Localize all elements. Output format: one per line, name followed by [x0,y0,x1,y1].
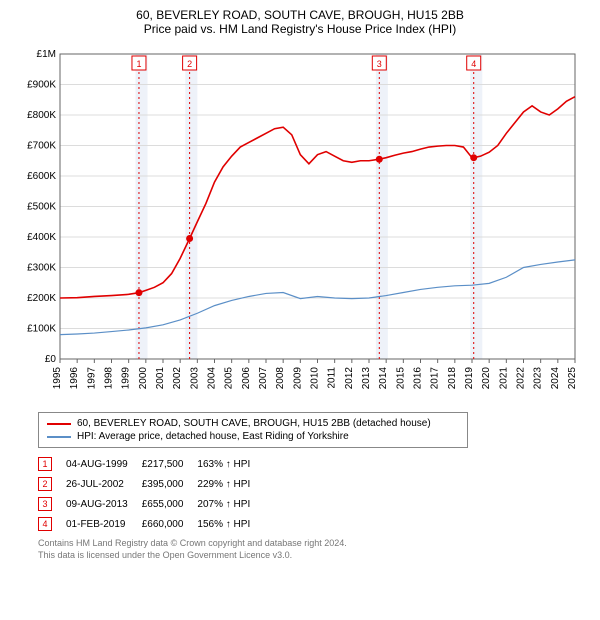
copyright-line: This data is licensed under the Open Gov… [38,550,582,562]
sale-date: 09-AUG-2013 [66,494,142,514]
svg-text:1996: 1996 [69,367,80,390]
svg-text:2025: 2025 [567,367,578,390]
svg-text:2020: 2020 [481,367,492,390]
sale-pct: 163% ↑ HPI [197,454,264,474]
sale-price: £655,000 [142,494,198,514]
table-row: 4 01-FEB-2019£660,000156% ↑ HPI [38,514,264,534]
svg-text:2009: 2009 [292,367,303,390]
chart-title-subtitle: Price paid vs. HM Land Registry's House … [8,22,592,36]
svg-text:2003: 2003 [189,367,200,390]
svg-text:2016: 2016 [413,367,424,390]
chart-title-address: 60, BEVERLEY ROAD, SOUTH CAVE, BROUGH, H… [8,8,592,22]
svg-text:1999: 1999 [121,367,132,390]
sale-price: £660,000 [142,514,198,534]
svg-text:2005: 2005 [224,367,235,390]
legend-swatch-price-paid [47,423,71,425]
sale-date: 01-FEB-2019 [66,514,142,534]
legend-item-price-paid: 60, BEVERLEY ROAD, SOUTH CAVE, BROUGH, H… [47,417,459,430]
svg-text:£600K: £600K [27,171,56,182]
legend-label: HPI: Average price, detached house, East… [77,431,349,442]
svg-text:2000: 2000 [138,367,149,390]
svg-text:2012: 2012 [344,367,355,390]
legend-swatch-hpi [47,436,71,438]
svg-text:2011: 2011 [327,367,338,389]
sales-table: 1 04-AUG-1999£217,500163% ↑ HPI 2 26-JUL-20… [38,454,264,534]
svg-text:2013: 2013 [361,367,372,390]
svg-text:2007: 2007 [258,367,269,390]
sale-date: 04-AUG-1999 [66,454,142,474]
svg-text:£400K: £400K [27,232,56,243]
table-row: 1 04-AUG-1999£217,500163% ↑ HPI [38,454,264,474]
legend-label: 60, BEVERLEY ROAD, SOUTH CAVE, BROUGH, H… [77,418,431,429]
legend: 60, BEVERLEY ROAD, SOUTH CAVE, BROUGH, H… [38,412,468,448]
svg-text:2004: 2004 [207,367,218,390]
svg-text:£900K: £900K [27,80,56,91]
svg-text:1998: 1998 [104,367,115,390]
price-chart: £0 £100K £200K £300K £400K £500K £600K £700K £80… [20,44,580,404]
svg-text:2002: 2002 [172,367,183,390]
svg-text:£1M: £1M [37,49,56,60]
sale-marker: 1 [38,457,52,471]
svg-text:£100K: £100K [27,324,56,335]
copyright-notice: Contains HM Land Registry data © Crown c… [38,538,582,561]
svg-text:£500K: £500K [27,202,56,213]
sale-pct: 229% ↑ HPI [197,474,264,494]
svg-text:1997: 1997 [86,367,97,390]
svg-text:£200K: £200K [27,293,56,304]
svg-text:2018: 2018 [447,367,458,390]
sale-pct: 156% ↑ HPI [197,514,264,534]
sale-pct: 207% ↑ HPI [197,494,264,514]
svg-text:2022: 2022 [516,367,527,390]
svg-text:£0: £0 [45,354,57,365]
svg-text:2001: 2001 [155,367,166,390]
svg-text:4: 4 [471,59,476,69]
svg-text:2006: 2006 [241,367,252,390]
table-row: 2 26-JUL-2002£395,000229% ↑ HPI [38,474,264,494]
svg-text:2021: 2021 [498,367,509,390]
legend-item-hpi: HPI: Average price, detached house, East… [47,430,459,443]
sale-price: £395,000 [142,474,198,494]
svg-text:£700K: £700K [27,141,56,152]
svg-text:2019: 2019 [464,367,475,390]
svg-text:1: 1 [136,59,141,69]
sale-price: £217,500 [142,454,198,474]
svg-text:2015: 2015 [395,367,406,390]
svg-text:1995: 1995 [52,367,63,390]
table-row: 3 09-AUG-2013£655,000207% ↑ HPI [38,494,264,514]
svg-text:2014: 2014 [378,367,389,390]
copyright-line: Contains HM Land Registry data © Crown c… [38,538,582,550]
svg-text:2017: 2017 [430,367,441,390]
svg-text:3: 3 [377,59,382,69]
svg-text:£300K: £300K [27,263,56,274]
chart-container: £0 £100K £200K £300K £400K £500K £600K £700K £80… [20,44,580,404]
svg-text:2008: 2008 [275,367,286,390]
sale-marker: 4 [38,517,52,531]
sale-marker: 3 [38,497,52,511]
sale-marker: 2 [38,477,52,491]
svg-text:£800K: £800K [27,110,56,121]
svg-text:2010: 2010 [310,367,321,390]
sale-date: 26-JUL-2002 [66,474,142,494]
svg-text:2024: 2024 [550,367,561,390]
svg-text:2023: 2023 [533,367,544,390]
svg-text:2: 2 [187,59,192,69]
